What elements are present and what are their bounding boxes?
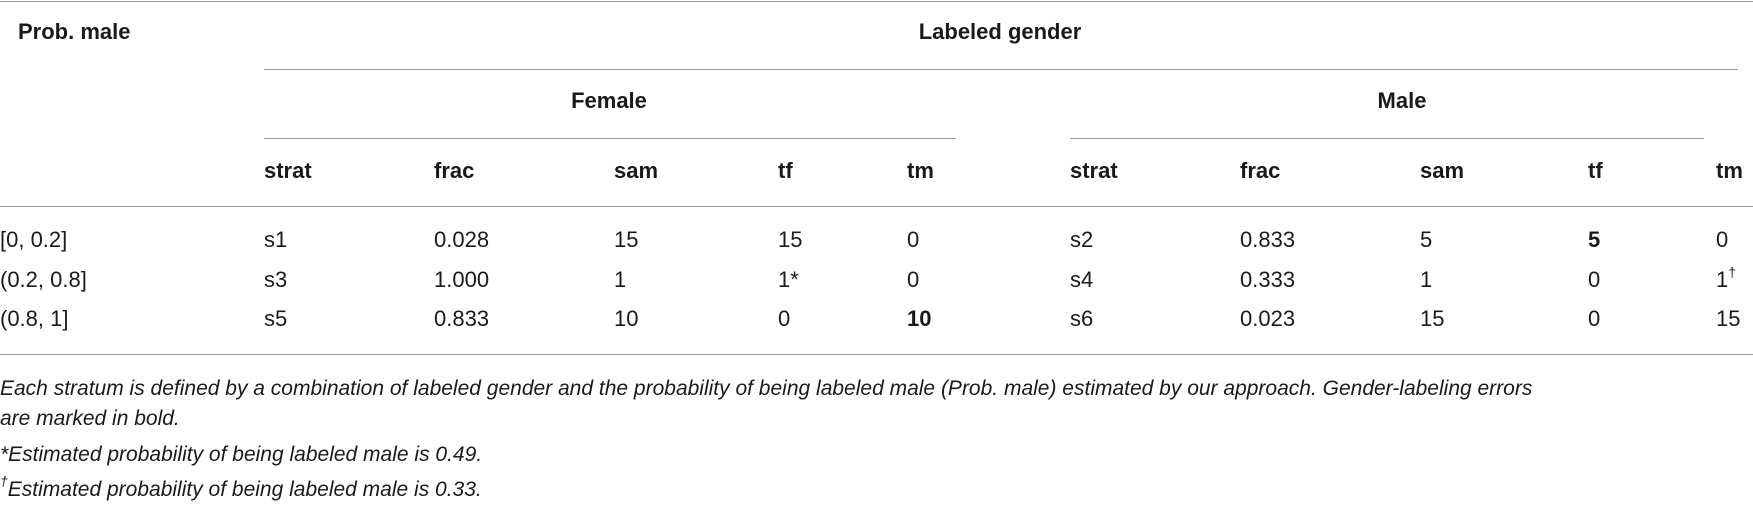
cell-value: 5	[1420, 227, 1433, 252]
table-cell: 1	[1420, 267, 1432, 293]
table-cell: 0.333	[1240, 267, 1295, 293]
cell-value: s1	[264, 227, 288, 252]
col-header: sam	[1420, 158, 1465, 183]
col-header: frac	[1240, 158, 1281, 183]
cell-value: s2	[1070, 227, 1094, 252]
cell-value: 0.023	[1240, 306, 1296, 331]
cell-value: 0	[1716, 227, 1729, 252]
cell-value: 0.028	[434, 227, 490, 252]
col-header: tf	[778, 158, 793, 183]
col-header: tm	[1716, 158, 1743, 183]
cell-value: 1	[1716, 267, 1729, 292]
col-header: tm	[907, 158, 934, 183]
row-prob-label: [0, 0.2]	[0, 227, 68, 252]
table-cell: s3	[264, 267, 287, 293]
table-cell: s6	[1070, 306, 1093, 332]
table-cell: s5	[264, 306, 287, 332]
table-cell: s2	[1070, 227, 1093, 253]
table-cell: 5	[1420, 227, 1432, 253]
footnote-dagger-text: Estimated probability of being labeled m…	[7, 478, 482, 501]
top-rule	[0, 1, 1753, 2]
table-note-line2: are marked in bold.	[0, 407, 180, 430]
table-cell: 1	[614, 267, 626, 293]
table-cell: 15	[1716, 306, 1740, 332]
table-cell: 5	[1588, 227, 1600, 253]
header-bottom-rule	[0, 206, 1753, 207]
cell-value: 15	[1716, 306, 1741, 331]
table-cell: 1*	[778, 267, 799, 293]
cell-value: 0.833	[434, 306, 490, 331]
cell-value: s4	[1070, 267, 1094, 292]
table-cell: 0	[1588, 267, 1600, 293]
dagger-mark: †	[0, 473, 8, 489]
cell-value: s5	[264, 306, 288, 331]
cell-value: 0	[1588, 306, 1601, 331]
male-header: Male	[1377, 88, 1427, 113]
table-cell: 0	[778, 306, 790, 332]
table-cell: 0	[1716, 227, 1728, 253]
table-cell: 0	[1588, 306, 1600, 332]
cell-value: 5	[1588, 227, 1601, 252]
table-cell: 0.028	[434, 227, 489, 253]
cell-value: 1	[614, 267, 627, 292]
cell-value: 10	[907, 306, 932, 331]
cell-value: s6	[1070, 306, 1094, 331]
table-note-line1: Each stratum is defined by a combination…	[0, 377, 1533, 400]
cell-value: 1.000	[434, 267, 490, 292]
cell-value: 0.333	[1240, 267, 1296, 292]
table-cell: 0.833	[1240, 227, 1295, 253]
col-header: strat	[264, 158, 312, 183]
table-bottom-rule	[0, 354, 1753, 355]
table-cell: 0.023	[1240, 306, 1295, 332]
female-header: Female	[571, 88, 647, 113]
cell-value: 15	[1420, 306, 1445, 331]
row-header: Prob. male	[18, 19, 131, 44]
table-cell: 15	[614, 227, 638, 253]
table-cell: 10	[614, 306, 638, 332]
group-rule	[264, 69, 1738, 70]
footnote-star: *Estimated probability of being labeled …	[0, 443, 483, 466]
row-prob-label: (0.8, 1]	[0, 306, 69, 331]
table-cell: 0	[907, 267, 919, 293]
cell-value: 10	[614, 306, 639, 331]
col-header: tf	[1588, 158, 1603, 183]
cell-value: 1	[1420, 267, 1433, 292]
male-rule	[1070, 138, 1704, 139]
table-cell: 1.000	[434, 267, 489, 293]
table-cell: 10	[907, 306, 931, 332]
table-cell: 0.833	[434, 306, 489, 332]
table-cell: s4	[1070, 267, 1093, 293]
cell-value: 15	[778, 227, 803, 252]
cell-value: s3	[264, 267, 288, 292]
row-prob-label: (0.2, 0.8]	[0, 267, 87, 292]
table-cell: 0	[907, 227, 919, 253]
cell-value: 0	[907, 227, 920, 252]
col-header: frac	[434, 158, 475, 183]
cell-value: 0	[907, 267, 920, 292]
cell-value: 15	[614, 227, 639, 252]
col-header: sam	[614, 158, 659, 183]
female-rule	[264, 138, 956, 139]
col-header: strat	[1070, 158, 1118, 183]
table-cell: 15	[1420, 306, 1444, 332]
cell-value: 1*	[778, 267, 799, 292]
table-cell: 15	[778, 227, 802, 253]
cell-value: 0.833	[1240, 227, 1296, 252]
cell-value: 0	[778, 306, 791, 331]
cell-footnote-mark: †	[1728, 263, 1737, 280]
group-header: Labeled gender	[918, 19, 1082, 44]
table-cell: s1	[264, 227, 287, 253]
cell-value: 0	[1588, 267, 1601, 292]
footnote-dagger: †Estimated probability of being labeled …	[0, 474, 482, 503]
table-cell: 1†	[1716, 263, 1737, 293]
